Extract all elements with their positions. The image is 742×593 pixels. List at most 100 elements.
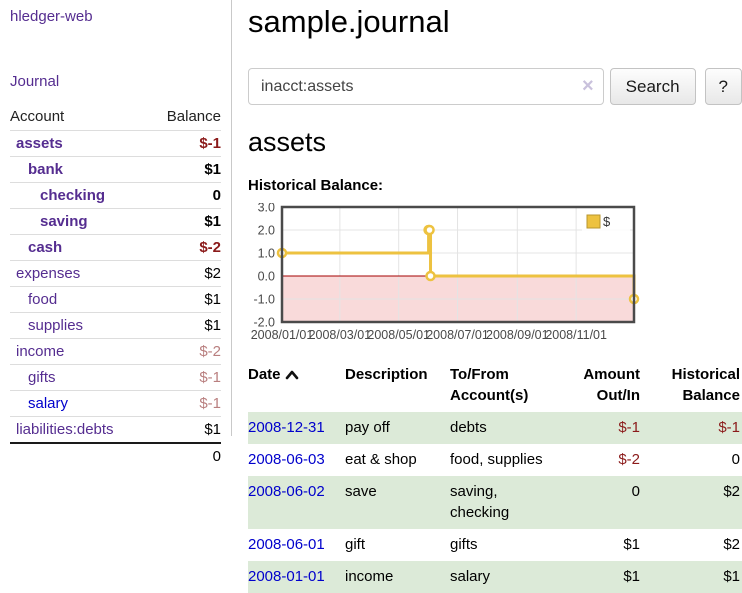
svg-text:2008/01/01: 2008/01/01	[251, 328, 314, 342]
transaction-amount: $1	[623, 536, 640, 553]
account-balance: 0	[148, 182, 221, 209]
register-table: Date Description To/From Account(s) Amou…	[248, 362, 742, 593]
register-header-date[interactable]: Date	[248, 362, 345, 412]
transaction-accounts: food, supplies	[450, 451, 543, 468]
svg-text:3.0: 3.0	[258, 203, 275, 215]
transaction-date-link[interactable]: 2008-06-02	[248, 483, 325, 500]
account-row-bank: bank $1	[10, 156, 221, 183]
account-balance: $-1	[148, 364, 221, 391]
register-header-description: Description	[345, 366, 428, 383]
clear-search-icon[interactable]: ×	[581, 75, 594, 97]
account-balance: $1	[148, 416, 221, 444]
transaction-row: 2008-06-03 eat & shop food, supplies $-2…	[248, 444, 742, 476]
account-balance: $1	[148, 156, 221, 183]
transaction-row: 2008-12-31 pay off debts $-1 $-1	[248, 412, 742, 444]
svg-text:-1.0: -1.0	[253, 293, 275, 307]
transaction-description: gift	[345, 536, 366, 553]
svg-text:2008/07/01: 2008/07/01	[426, 328, 489, 342]
account-row-food: food $1	[10, 286, 221, 313]
transaction-description: save	[345, 483, 377, 500]
svg-text:0.0: 0.0	[258, 270, 275, 284]
help-button[interactable]: ?	[704, 68, 742, 105]
account-row-liabilities-debts: liabilities:debts $1	[10, 416, 221, 444]
account-link-saving[interactable]: saving	[40, 213, 88, 230]
account-link-salary[interactable]: salary	[28, 395, 69, 412]
account-row-expenses: expenses $2	[10, 260, 221, 287]
account-balance: $-2	[148, 234, 221, 261]
transaction-row: 2008-01-01 income salary $1 $1	[248, 561, 742, 593]
account-link-food[interactable]: food	[28, 291, 58, 308]
account-row-gifts: gifts $-1	[10, 364, 221, 391]
transaction-amount: $1	[623, 568, 640, 585]
svg-text:2008/09/01: 2008/09/01	[486, 328, 549, 342]
transaction-row: 2008-06-02 save saving, checking 0 $2	[248, 476, 742, 529]
svg-text:2008/05/01: 2008/05/01	[367, 328, 430, 342]
svg-text:2.0: 2.0	[258, 224, 275, 238]
account-link-gifts[interactable]: gifts	[28, 369, 56, 386]
account-link-bank[interactable]: bank	[28, 161, 64, 178]
transaction-date-link[interactable]: 2008-06-01	[248, 536, 325, 553]
accounts-total-value: 0	[148, 442, 221, 469]
account-link-supplies[interactable]: supplies	[28, 317, 84, 334]
transaction-description: pay off	[345, 419, 390, 436]
svg-text:2008/11/01: 2008/11/01	[545, 328, 607, 342]
account-link-checking[interactable]: checking	[40, 187, 106, 204]
transaction-amount: $-2	[618, 451, 640, 468]
transaction-amount: 0	[631, 483, 640, 500]
transaction-balance: $-1	[718, 419, 740, 436]
account-balance: $2	[148, 260, 221, 287]
transaction-description: income	[345, 568, 394, 585]
register-header-amount: Amount Out/In	[583, 366, 640, 404]
account-row-checking: checking 0	[10, 182, 221, 209]
register-header-balance: Historical Balance	[671, 366, 740, 404]
sort-ascending-icon	[285, 365, 299, 386]
main-content: sample.journal × Search ? assets Histori…	[248, 0, 742, 593]
search-form: × Search ?	[248, 68, 742, 105]
account-link-expenses[interactable]: expenses	[16, 265, 81, 282]
page-title: sample.journal	[248, 4, 450, 39]
account-row-saving: saving $1	[10, 208, 221, 235]
account-balance: $-1	[148, 390, 221, 417]
svg-text:2008/03/01: 2008/03/01	[309, 328, 372, 342]
search-button[interactable]: Search	[609, 68, 696, 105]
svg-text:-2.0: -2.0	[253, 316, 275, 330]
account-row-assets: assets $-1	[10, 130, 221, 157]
transaction-accounts: saving, checking	[450, 483, 510, 521]
account-link-cash[interactable]: cash	[28, 239, 63, 256]
account-link-income[interactable]: income	[16, 343, 65, 360]
account-link-liabilities-debts[interactable]: liabilities:debts	[16, 421, 114, 438]
accounts-total-row: 0	[10, 442, 221, 469]
accounts-header-account: Account	[10, 105, 149, 131]
search-input[interactable]	[248, 68, 604, 105]
svg-text:$: $	[603, 214, 611, 229]
transaction-balance: 0	[731, 451, 740, 468]
transaction-accounts: salary	[450, 568, 491, 585]
historical-balance-chart: $3.0 2.0 1.0 0.0 -1.0 -2.02008/01/012008/03/0…	[251, 203, 640, 342]
account-balance: $-2	[148, 338, 221, 365]
transaction-amount: $-1	[618, 419, 640, 436]
account-link-assets[interactable]: assets	[16, 135, 63, 152]
transaction-description: eat & shop	[345, 451, 417, 468]
transaction-accounts: debts	[450, 419, 487, 436]
nav-journal-link[interactable]: Journal	[10, 73, 60, 90]
transaction-date-link[interactable]: 2008-06-03	[248, 451, 325, 468]
transaction-accounts: gifts	[450, 536, 478, 553]
account-row-salary: salary $-1	[10, 390, 221, 417]
transaction-date-link[interactable]: 2008-12-31	[248, 419, 325, 436]
transaction-row: 2008-06-01 gift gifts $1 $2	[248, 529, 742, 561]
accounts-header-balance: Balance	[148, 105, 221, 131]
app-title-link[interactable]: hledger-web	[10, 8, 93, 25]
transaction-balance: $1	[723, 568, 740, 585]
svg-text:1.0: 1.0	[258, 247, 275, 261]
account-balance: $-1	[148, 130, 221, 157]
account-heading: assets	[248, 127, 327, 157]
account-balance: $1	[148, 208, 221, 235]
chart-title: Historical Balance:	[248, 177, 384, 194]
account-balance: $1	[148, 286, 221, 313]
sidebar: hledger-web Journal Account Balance asse…	[0, 0, 232, 469]
accounts-table: Account Balance assets $-1 bank $1 check…	[10, 105, 221, 469]
account-row-cash: cash $-2	[10, 234, 221, 261]
transaction-date-link[interactable]: 2008-01-01	[248, 568, 325, 585]
account-row-supplies: supplies $1	[10, 312, 221, 339]
transaction-balance: $2	[723, 483, 740, 500]
